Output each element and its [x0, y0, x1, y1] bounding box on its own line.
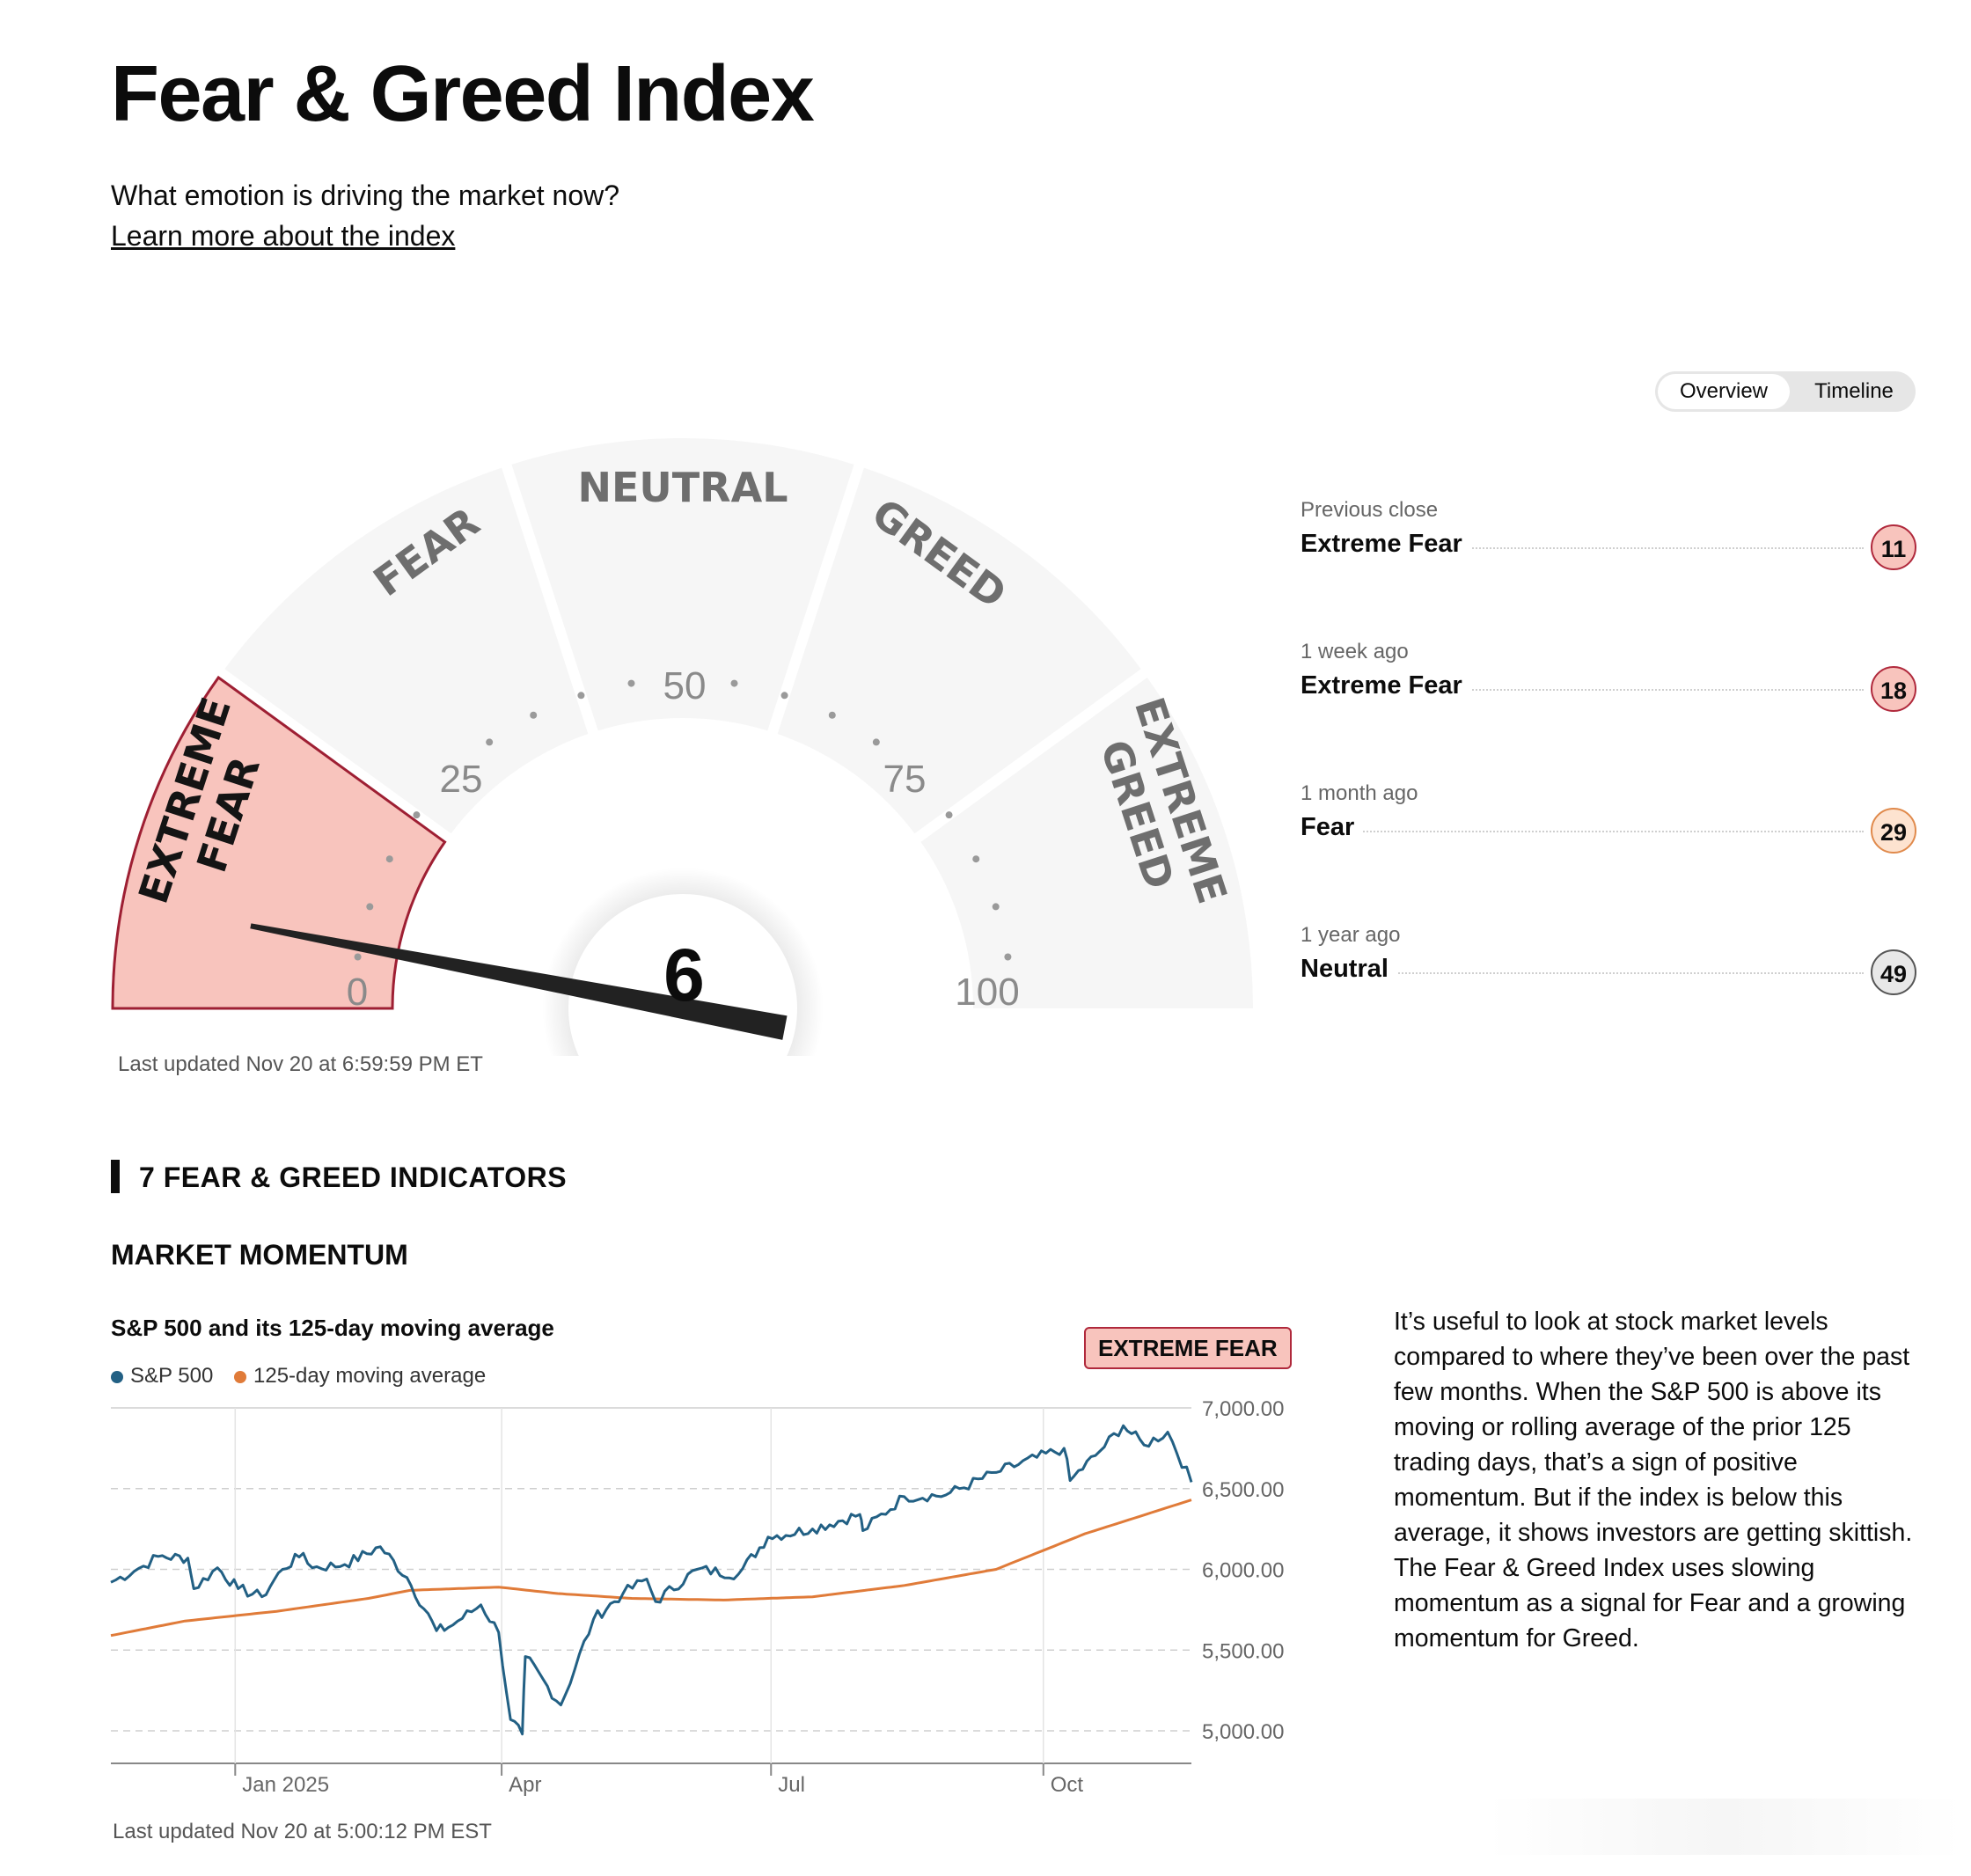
history-rating: Neutral — [1301, 955, 1397, 984]
gauge-tick-dot — [730, 679, 738, 687]
y-tick-label: 6,500.00 — [1202, 1478, 1284, 1502]
series-line-moving-average — [110, 1499, 1192, 1638]
market-momentum-title: MARKET MOMENTUM — [111, 1239, 408, 1271]
history-rating: Extreme Fear — [1301, 530, 1471, 559]
section-marker — [111, 1160, 120, 1193]
history-value-badge: 29 — [1871, 808, 1916, 854]
tab-overview[interactable]: Overview — [1658, 374, 1790, 409]
gauge-tick-dot — [992, 903, 1000, 911]
history-row: 1 week ago Extreme Fear 18 — [1301, 640, 1916, 736]
scroll-fade — [1487, 1799, 1962, 1855]
history-leader-line — [1301, 689, 1864, 691]
history-row: 1 month ago Fear 29 — [1301, 781, 1916, 878]
x-tick-label: Jan 2025 — [242, 1773, 329, 1797]
y-tick-label: 7,000.00 — [1202, 1397, 1284, 1421]
history-period: 1 month ago — [1301, 781, 1418, 805]
gauge-value: 6 — [663, 934, 705, 1016]
chart-last-updated: Last updated Nov 20 at 5:00:12 PM EST — [113, 1820, 492, 1843]
history-row: 1 year ago Neutral 49 — [1301, 923, 1916, 1020]
gauge-tick-dot — [945, 811, 953, 819]
legend-sp500: S&P 500 — [111, 1364, 213, 1389]
x-tick-label: Oct — [1051, 1773, 1084, 1797]
history-period: 1 year ago — [1301, 923, 1401, 947]
history-period: Previous close — [1301, 498, 1439, 522]
gauge-tick-dot — [530, 711, 538, 719]
segment-label-neutral: NEUTRAL — [578, 464, 788, 511]
history-rating: Fear — [1301, 813, 1364, 842]
history-value-badge: 18 — [1871, 666, 1916, 712]
history-value-badge: 11 — [1871, 524, 1916, 570]
gauge-tick-dot — [872, 738, 880, 746]
fear-greed-gauge: EXTREME FEAR FEAR NEUTRAL GREED EXTREME … — [111, 437, 1253, 1056]
learn-more-link[interactable]: Learn more about the index — [111, 220, 456, 252]
chart-title: S&P 500 and its 125-day moving average — [111, 1315, 554, 1341]
y-tick-label: 5,500.00 — [1202, 1639, 1284, 1663]
tick-label-75: 75 — [883, 758, 927, 801]
history-row: Previous close Extreme Fear 11 — [1301, 498, 1916, 595]
page-subtitle: What emotion is driving the market now? — [111, 180, 620, 211]
gauge-tick-dot — [972, 855, 980, 863]
history-leader-line — [1301, 972, 1864, 974]
gauge-segment-fear — [224, 467, 589, 834]
history-value-badge: 49 — [1871, 949, 1916, 995]
gauge-segment-greed — [777, 467, 1141, 834]
gauge-tick-dot — [413, 811, 421, 819]
gauge-last-updated: Last updated Nov 20 at 6:59:59 PM ET — [118, 1052, 483, 1076]
market-momentum-description: It’s useful to look at stock market leve… — [1394, 1308, 1913, 1652]
legend-label-moving-average: 125-day moving average — [253, 1364, 487, 1388]
y-tick-label: 6,000.00 — [1202, 1559, 1284, 1583]
gauge-tick-dot — [385, 855, 393, 863]
tick-label-0: 0 — [347, 971, 368, 1014]
tab-timeline[interactable]: Timeline — [1814, 379, 1894, 403]
tick-label-100: 100 — [955, 971, 1019, 1014]
history-period: 1 week ago — [1301, 640, 1409, 663]
legend-label-sp500: S&P 500 — [130, 1364, 214, 1388]
tick-label-25: 25 — [440, 758, 483, 801]
series-line-sp500 — [110, 1424, 1193, 1736]
gauge-tick-dot — [627, 679, 635, 687]
market-momentum-chart: 5,000.00 5,500.00 6,000.00 6,500.00 7,000.00… — [110, 1397, 1284, 1797]
gauge-tick-dot — [354, 953, 362, 961]
gauge-tick-dot — [577, 692, 585, 700]
gauge-tick-dot — [1004, 953, 1012, 961]
view-toggle: Overview Timeline — [1655, 371, 1916, 412]
gauge-segment-extreme-greed — [920, 677, 1253, 1008]
gauge-tick-dot — [780, 692, 788, 700]
page-title: Fear & Greed Index — [111, 50, 815, 138]
x-tick-label: Jul — [778, 1773, 805, 1797]
gauge-tick-dot — [486, 738, 494, 746]
legend-moving-average: 125-day moving average — [234, 1364, 486, 1389]
history-leader-line — [1301, 831, 1864, 832]
tick-label-50: 50 — [663, 664, 707, 707]
history-leader-line — [1301, 547, 1864, 549]
legend-dot-moving-average — [234, 1370, 246, 1383]
gauge-needle — [250, 923, 788, 1040]
gauge-tick-dot — [366, 903, 374, 911]
y-tick-label: 5,000.00 — [1202, 1720, 1284, 1744]
indicators-section-title: 7 FEAR & GREED INDICATORS — [139, 1162, 568, 1193]
status-badge: EXTREME FEAR — [1084, 1327, 1292, 1369]
gauge-segment-neutral — [511, 437, 854, 731]
x-tick-label: Apr — [509, 1773, 541, 1797]
gauge-tick-dot — [828, 711, 836, 719]
history-rating: Extreme Fear — [1301, 671, 1471, 700]
legend-dot-sp500 — [111, 1370, 123, 1383]
